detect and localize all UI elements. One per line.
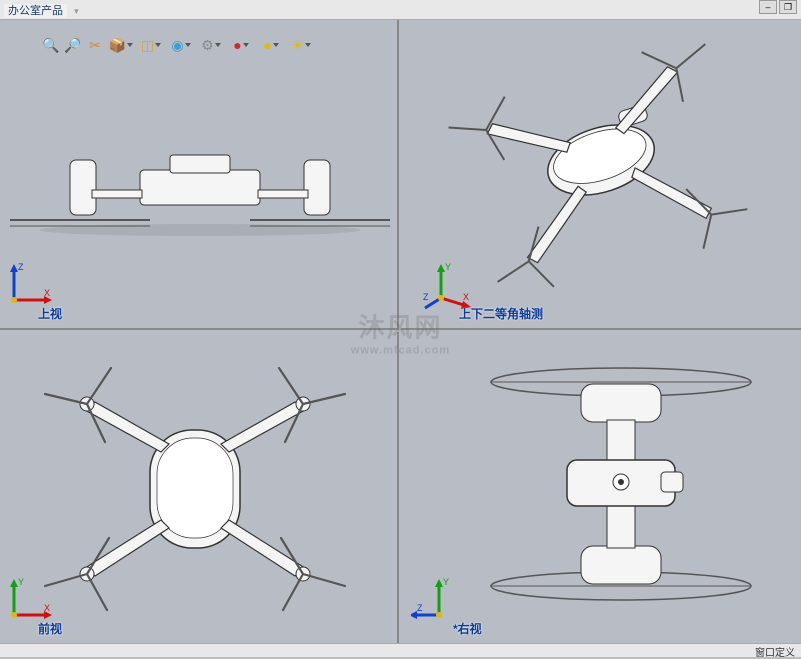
zoom-fit-icon[interactable]: 🔍: [42, 36, 60, 54]
triad-right: Y Z: [411, 575, 461, 625]
viewport-isometric[interactable]: Y X Z 上下二等角轴测: [401, 20, 801, 330]
viewport-container: Z X 上视: [0, 20, 801, 643]
svg-text:X: X: [44, 603, 50, 613]
triad-front: Y X: [4, 575, 54, 625]
svg-text:Z: Z: [423, 292, 429, 302]
edit-scene-icon[interactable]: ⚙: [198, 36, 224, 54]
svg-text:Y: Y: [18, 577, 24, 587]
window-restore[interactable]: ❐: [779, 0, 797, 14]
svg-text:X: X: [463, 292, 469, 302]
display-style-icon[interactable]: ◫: [138, 36, 164, 54]
window-controls: – ❐: [759, 0, 797, 14]
viewport-right[interactable]: Y Z *右视: [401, 332, 801, 643]
svg-text:Y: Y: [443, 577, 449, 587]
view-orient-icon[interactable]: 📦: [108, 36, 134, 54]
svg-text:Y: Y: [445, 262, 451, 272]
svg-text:X: X: [44, 288, 50, 298]
viewport-front[interactable]: Y X 前视: [0, 332, 399, 643]
triad-iso: Y X Z: [423, 260, 473, 310]
viewport-top[interactable]: Z X 上视: [0, 20, 399, 330]
menu-dropdown-arrow[interactable]: ▾: [74, 6, 79, 16]
menu-office-products[interactable]: 办公室产品: [4, 4, 67, 18]
drone-front-view: [0, 332, 399, 642]
drone-right-view: [401, 332, 801, 642]
svg-text:Z: Z: [417, 603, 423, 613]
svg-text:Z: Z: [18, 262, 24, 272]
window-minimize[interactable]: –: [759, 0, 777, 14]
drone-top-view: [0, 20, 399, 330]
appearance-icon[interactable]: ●: [228, 36, 254, 54]
view-toolbar: 🔍🔎✂📦◫◉⚙●●☀: [42, 36, 314, 54]
photoview-icon[interactable]: ☀: [288, 36, 314, 54]
view-label-top: 上视: [38, 305, 62, 322]
render-icon[interactable]: ●: [258, 36, 284, 54]
triad-top: Z X: [4, 260, 54, 310]
zoom-area-icon[interactable]: 🔎: [64, 36, 82, 54]
view-label-front: 前视: [38, 620, 62, 637]
section-icon[interactable]: ✂: [86, 36, 104, 54]
view-label-right: *右视: [453, 620, 482, 637]
view-label-iso: 上下二等角轴测: [459, 305, 543, 322]
hide-show-icon[interactable]: ◉: [168, 36, 194, 54]
status-text: 窗口定义: [755, 648, 795, 659]
status-bar: 窗口定义: [0, 643, 801, 657]
